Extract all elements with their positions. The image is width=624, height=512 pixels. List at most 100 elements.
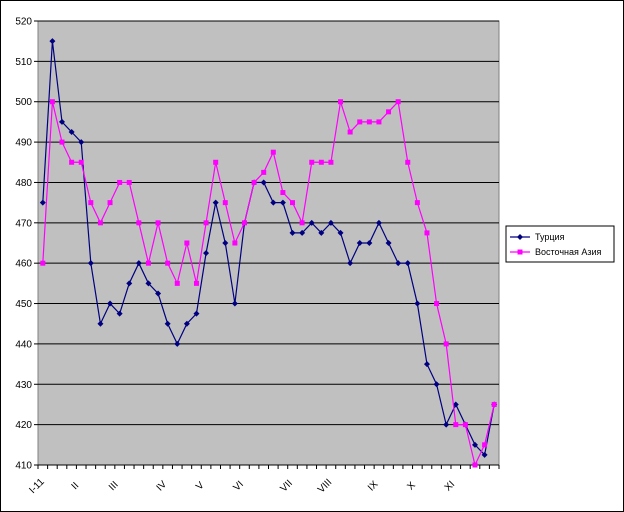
data-point: [338, 99, 344, 105]
data-point: [232, 240, 238, 246]
data-point: [443, 341, 449, 347]
data-point: [117, 179, 123, 185]
data-point: [356, 240, 363, 246]
data-point: [280, 190, 286, 196]
data-point: [155, 290, 162, 297]
data-point: [39, 199, 46, 206]
data-point: [87, 260, 94, 267]
data-point: [385, 240, 392, 246]
x-tick-label: X: [405, 480, 418, 493]
data-point: [69, 159, 75, 165]
data-point: [366, 240, 373, 246]
data-point: [241, 220, 247, 226]
data-point: [222, 200, 228, 206]
data-point: [78, 139, 85, 146]
x-tick-label: III: [107, 479, 121, 493]
data-point: [97, 220, 103, 226]
data-point: [376, 119, 382, 125]
x-tick-label: V: [194, 480, 207, 493]
data-point: [78, 159, 84, 165]
data-point: [145, 280, 152, 287]
data-point: [270, 199, 277, 206]
plot-area: [37, 20, 500, 466]
data-point: [135, 260, 142, 267]
data-point: [423, 361, 430, 368]
data-point: [318, 229, 325, 236]
data-point: [452, 401, 459, 408]
data-point: [59, 139, 65, 145]
data-point: [347, 129, 353, 135]
data-point: [270, 149, 276, 155]
x-tick-label: VI: [231, 479, 245, 493]
data-point: [68, 129, 75, 135]
data-point: [482, 442, 488, 448]
y-axis-ticks: 410 420 430 440 450 460 470 480 490 500 510 520: [15, 17, 38, 472]
x-tick-label: XI: [443, 479, 457, 493]
y-tick-label: 440: [15, 339, 32, 350]
x-axis-ticks: I-11 II III IV V VI VII VIII IX X XI: [27, 464, 500, 496]
data-point: [193, 280, 199, 286]
data-point: [203, 250, 210, 257]
data-point: [126, 280, 133, 287]
data-point: [107, 300, 114, 307]
data-point: [203, 220, 209, 226]
x-tick-label: II: [70, 480, 82, 492]
data-point: [375, 219, 382, 226]
legend-label: Турция: [535, 232, 565, 242]
y-tick-label: 490: [15, 138, 32, 149]
y-tick-label: 520: [15, 17, 32, 28]
data-point: [212, 199, 219, 206]
data-point: [213, 159, 219, 165]
y-tick-label: 500: [15, 97, 32, 108]
data-point: [251, 179, 257, 185]
data-point: [414, 300, 421, 307]
data-point: [116, 310, 123, 317]
legend-item: Восточная Азия: [510, 247, 602, 257]
data-point: [183, 320, 190, 327]
data-point: [357, 119, 363, 125]
data-point: [471, 441, 478, 448]
series-2: [40, 99, 497, 468]
data-point: [386, 109, 392, 115]
x-tick-label: I-11: [27, 476, 47, 496]
series-layer: [39, 38, 498, 468]
data-point: [126, 179, 132, 185]
data-point: [299, 220, 305, 226]
data-point: [395, 260, 402, 267]
legend-marker: [517, 249, 523, 255]
data-point: [404, 260, 411, 267]
y-tick-label: 420: [15, 420, 32, 431]
legend-label: Восточная Азия: [535, 247, 602, 257]
data-point: [337, 229, 344, 236]
data-point: [40, 260, 46, 266]
data-point: [155, 220, 161, 226]
data-point: [395, 99, 401, 105]
data-point: [491, 401, 497, 407]
data-point: [164, 320, 171, 327]
data-point: [453, 422, 459, 428]
legend-box: [505, 225, 615, 263]
data-point: [289, 229, 296, 236]
data-point: [222, 240, 229, 246]
data-point: [308, 219, 315, 226]
data-point: [145, 260, 151, 266]
y-tick-label: 430: [15, 380, 32, 391]
y-tick-label: 470: [15, 218, 32, 229]
y-tick-label: 410: [15, 461, 32, 472]
data-point: [165, 260, 171, 266]
data-point: [193, 310, 200, 317]
data-point: [328, 159, 334, 165]
series-line: [42, 41, 495, 457]
data-point: [260, 179, 267, 186]
data-point: [424, 230, 430, 236]
data-point: [184, 240, 190, 246]
data-point: [462, 422, 468, 428]
x-tick-label: IV: [155, 479, 170, 494]
data-point: [231, 300, 238, 307]
data-point: [327, 219, 334, 226]
data-point: [434, 301, 440, 307]
data-point: [366, 119, 372, 125]
data-point: [174, 340, 181, 347]
data-point: [414, 200, 420, 206]
